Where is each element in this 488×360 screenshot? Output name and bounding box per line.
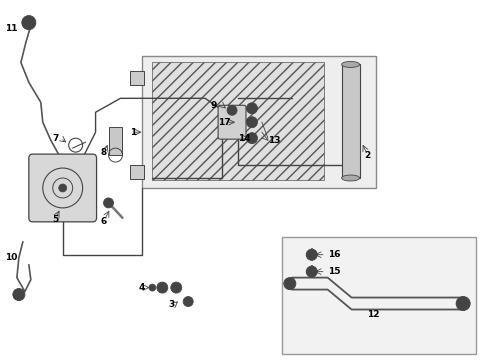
Text: 7: 7 (53, 134, 59, 143)
FancyBboxPatch shape (29, 154, 96, 222)
FancyBboxPatch shape (218, 105, 245, 139)
Text: 9: 9 (210, 101, 216, 110)
Bar (142, 57, 376, 188)
Ellipse shape (341, 175, 359, 181)
Circle shape (455, 297, 469, 310)
Text: 13: 13 (267, 136, 280, 145)
Text: 14: 14 (238, 134, 250, 143)
Circle shape (246, 103, 257, 114)
Text: 12: 12 (367, 310, 379, 319)
Circle shape (13, 289, 25, 301)
Circle shape (305, 249, 317, 260)
Text: 15: 15 (327, 267, 340, 276)
Text: 11: 11 (5, 24, 18, 33)
Circle shape (148, 284, 156, 291)
Bar (130, 71, 144, 85)
Text: 16: 16 (327, 250, 340, 259)
Text: 1: 1 (130, 128, 137, 137)
Text: 2: 2 (364, 150, 370, 159)
Text: 8: 8 (101, 148, 106, 157)
Circle shape (59, 184, 66, 192)
Circle shape (305, 266, 317, 277)
Text: 17: 17 (218, 118, 230, 127)
Circle shape (183, 297, 193, 306)
Circle shape (103, 198, 113, 208)
Circle shape (22, 15, 36, 30)
Text: 5: 5 (53, 215, 59, 224)
Text: 3: 3 (168, 300, 174, 309)
Circle shape (226, 105, 237, 115)
Bar (130, 165, 144, 179)
Circle shape (283, 278, 295, 289)
Ellipse shape (341, 62, 359, 67)
Circle shape (246, 133, 257, 144)
Circle shape (246, 117, 257, 128)
Circle shape (157, 282, 167, 293)
Text: 6: 6 (101, 217, 106, 226)
Circle shape (170, 282, 182, 293)
Text: 4: 4 (138, 283, 144, 292)
Bar (281, 237, 475, 354)
Bar (341, 64, 359, 178)
Bar (108, 127, 122, 155)
Text: 10: 10 (5, 253, 17, 262)
Bar (152, 62, 323, 180)
